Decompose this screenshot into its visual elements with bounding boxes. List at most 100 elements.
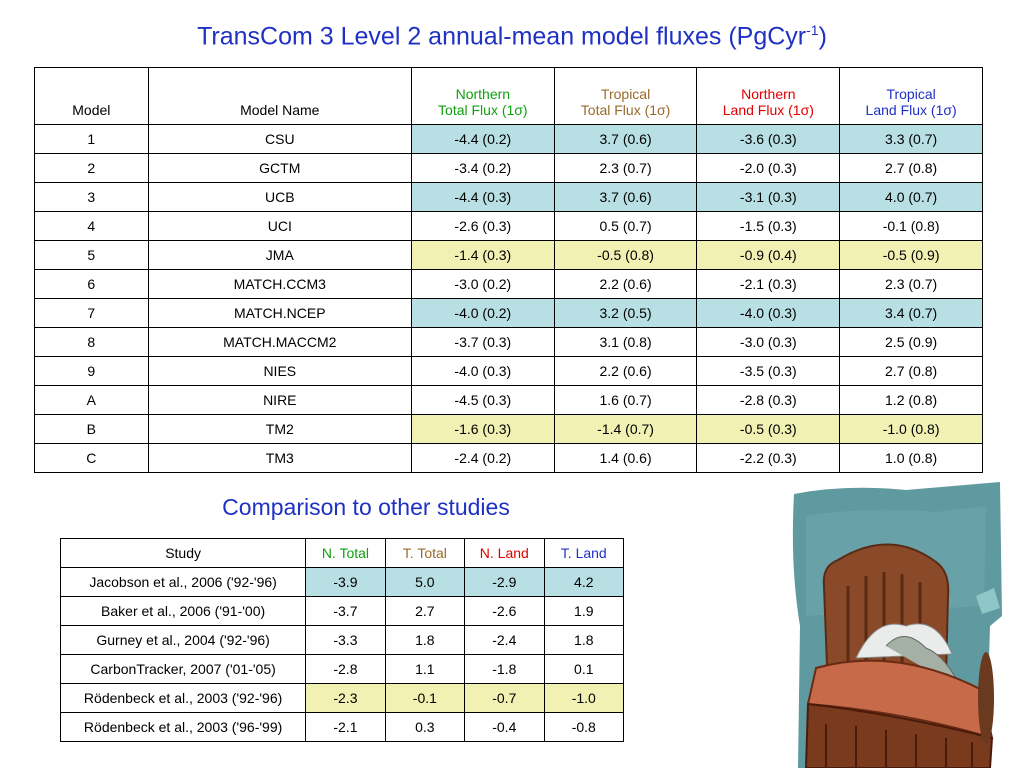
table-row: 8 MATCH.MACCM2 -3.7 (0.3) 3.1 (0.8) -3.0 (0.… (34, 327, 983, 357)
cell-tropical-total: 3.1 (0.8) (553, 327, 698, 357)
table-row: 9 NIES -4.0 (0.3) 2.2 (0.6) -3.5 (0.3) 2.7 (0… (34, 356, 983, 386)
cell-northern-land: -2.8 (0.3) (696, 385, 841, 415)
cell-model-name: NIRE (147, 385, 412, 415)
cell-tropical-land: -0.1 (0.8) (839, 211, 983, 241)
cell-tropical-land: -1.0 (0.8) (839, 414, 983, 444)
cell-study: Rödenbeck et al., 2003 ('96-'99) (59, 712, 307, 742)
model-fluxes-table: Model Model Name Northern Total Flux (1σ)… (34, 67, 983, 473)
table-row: Jacobson et al., 2006 ('92-'96) -3.9 5.0 -2… (59, 567, 625, 597)
cell-tropical-land: 3.3 (0.7) (839, 124, 983, 154)
header-n-total: N. Total (305, 538, 386, 568)
cell-tropical-total: 3.7 (0.6) (553, 182, 698, 212)
cell-t-total: 1.1 (384, 654, 466, 684)
cell-northern-total: -3.7 (0.3) (410, 327, 555, 357)
header-tropical-total: Tropical Total Flux (1σ) (553, 67, 698, 125)
table-row: C TM3 -2.4 (0.2) 1.4 (0.6) -2.2 (0.3) 1.0 (0.… (34, 443, 983, 473)
table-row: 2 GCTM -3.4 (0.2) 2.3 (0.7) -2.0 (0.3) 2.7 (0… (34, 153, 983, 183)
cell-model: C (34, 443, 149, 473)
cell-northern-land: -3.1 (0.3) (696, 182, 841, 212)
cell-study: Jacobson et al., 2006 ('92-'96) (59, 567, 307, 597)
cell-tropical-total: 3.7 (0.6) (553, 124, 698, 154)
cell-n-land: -1.8 (464, 654, 545, 684)
table-row: B TM2 -1.6 (0.3) -1.4 (0.7) -0.5 (0.3) -1.0 (… (34, 414, 983, 444)
cell-northern-total: -3.0 (0.2) (410, 269, 555, 299)
header-northern-total: Northern Total Flux (1σ) (410, 67, 555, 125)
cell-n-total: -2.1 (305, 712, 386, 742)
table-row: Gurney et al., 2004 ('92-'96) -3.3 1.8 -2.4… (59, 625, 625, 655)
cell-northern-land: -4.0 (0.3) (696, 298, 841, 328)
cell-northern-land: -2.1 (0.3) (696, 269, 841, 299)
cell-model-name: MATCH.NCEP (147, 298, 412, 328)
comparison-table: Study N. Total T. Total N. Land T. Land … (59, 538, 625, 742)
cell-model-name: TM3 (147, 443, 412, 473)
cell-tropical-total: 2.2 (0.6) (553, 356, 698, 386)
cell-model-name: MATCH.MACCM2 (147, 327, 412, 357)
cell-tropical-total: 1.4 (0.6) (553, 443, 698, 473)
cell-northern-land: -3.0 (0.3) (696, 327, 841, 357)
cell-t-land: 1.8 (543, 625, 625, 655)
cell-n-total: -3.9 (305, 567, 386, 597)
cell-model: 8 (34, 327, 149, 357)
cell-northern-land: -0.9 (0.4) (696, 240, 841, 270)
comparison-body: Jacobson et al., 2006 ('92-'96) -3.9 5.0 -2… (59, 567, 625, 742)
model-fluxes-body: 1 CSU -4.4 (0.2) 3.7 (0.6) -3.6 (0.3) 3.3 (0.… (34, 124, 983, 473)
page-title: TransCom 3 Level 2 annual-mean model flu… (197, 22, 827, 51)
cell-study: Baker et al., 2006 ('91-'00) (59, 596, 307, 626)
cell-tropical-total: 0.5 (0.7) (553, 211, 698, 241)
header-n-land: N. Land (464, 538, 545, 568)
header-model-name: Model Name (147, 67, 412, 125)
cell-model-name: NIES (147, 356, 412, 386)
table-row: Baker et al., 2006 ('91-'00) -3.7 2.7 -2.6 1… (59, 596, 625, 626)
cell-model-name: MATCH.CCM3 (147, 269, 412, 299)
header-study: Study (59, 538, 307, 568)
cell-model-name: JMA (147, 240, 412, 270)
cell-model: 7 (34, 298, 149, 328)
cell-model: 1 (34, 124, 149, 154)
header-northern-land: Northern Land Flux (1σ) (696, 67, 841, 125)
cell-n-land: -2.4 (464, 625, 545, 655)
cell-model: 9 (34, 356, 149, 386)
comparison-title: Comparison to other studies (222, 494, 510, 520)
cell-t-land: -0.8 (543, 712, 625, 742)
cell-n-land: -0.7 (464, 683, 545, 713)
cell-tropical-total: 2.3 (0.7) (553, 153, 698, 183)
table-header-row: Model Model Name Northern Total Flux (1σ)… (34, 67, 983, 125)
cell-t-total: 2.7 (384, 596, 466, 626)
cell-tropical-total: 3.2 (0.5) (553, 298, 698, 328)
cell-model: 3 (34, 182, 149, 212)
table-row: 5 JMA -1.4 (0.3) -0.5 (0.8) -0.9 (0.4) -0.5 (… (34, 240, 983, 270)
header-t-land: T. Land (543, 538, 625, 568)
cell-northern-land: -2.0 (0.3) (696, 153, 841, 183)
cell-northern-total: -4.0 (0.3) (410, 356, 555, 386)
cell-tropical-land: 1.0 (0.8) (839, 443, 983, 473)
cell-n-total: -2.3 (305, 683, 386, 713)
cell-northern-total: -3.4 (0.2) (410, 153, 555, 183)
table-row: Rödenbeck et al., 2003 ('92-'96) -2.3 -0.1… (59, 683, 625, 713)
cell-study: CarbonTracker, 2007 ('01-'05) (59, 654, 307, 684)
cell-northern-total: -2.6 (0.3) (410, 211, 555, 241)
cell-t-total: -0.1 (384, 683, 466, 713)
cell-model: 5 (34, 240, 149, 270)
cell-study: Rödenbeck et al., 2003 ('92-'96) (59, 683, 307, 713)
table-row: 6 MATCH.CCM3 -3.0 (0.2) 2.2 (0.6) -2.1 (0.3)… (34, 269, 983, 299)
cell-model: 2 (34, 153, 149, 183)
cell-northern-total: -4.5 (0.3) (410, 385, 555, 415)
table-header-row: Study N. Total T. Total N. Land T. Land (59, 538, 625, 568)
cell-t-total: 5.0 (384, 567, 466, 597)
cell-n-total: -2.8 (305, 654, 386, 684)
cell-tropical-total: -0.5 (0.8) (553, 240, 698, 270)
cell-t-total: 1.8 (384, 625, 466, 655)
cell-northern-land: -1.5 (0.3) (696, 211, 841, 241)
cell-t-land: -1.0 (543, 683, 625, 713)
cell-n-land: -2.6 (464, 596, 545, 626)
cell-model-name: UCB (147, 182, 412, 212)
cell-tropical-total: 1.6 (0.7) (553, 385, 698, 415)
table-row: A NIRE -4.5 (0.3) 1.6 (0.7) -2.8 (0.3) 1.2 (0… (34, 385, 983, 415)
cell-tropical-land: 2.5 (0.9) (839, 327, 983, 357)
cell-northern-total: -4.4 (0.2) (410, 124, 555, 154)
table-row: 1 CSU -4.4 (0.2) 3.7 (0.6) -3.6 (0.3) 3.3 (0.… (34, 124, 983, 154)
cell-northern-land: -2.2 (0.3) (696, 443, 841, 473)
cell-model: A (34, 385, 149, 415)
cell-northern-land: -0.5 (0.3) (696, 414, 841, 444)
cell-t-total: 0.3 (384, 712, 466, 742)
